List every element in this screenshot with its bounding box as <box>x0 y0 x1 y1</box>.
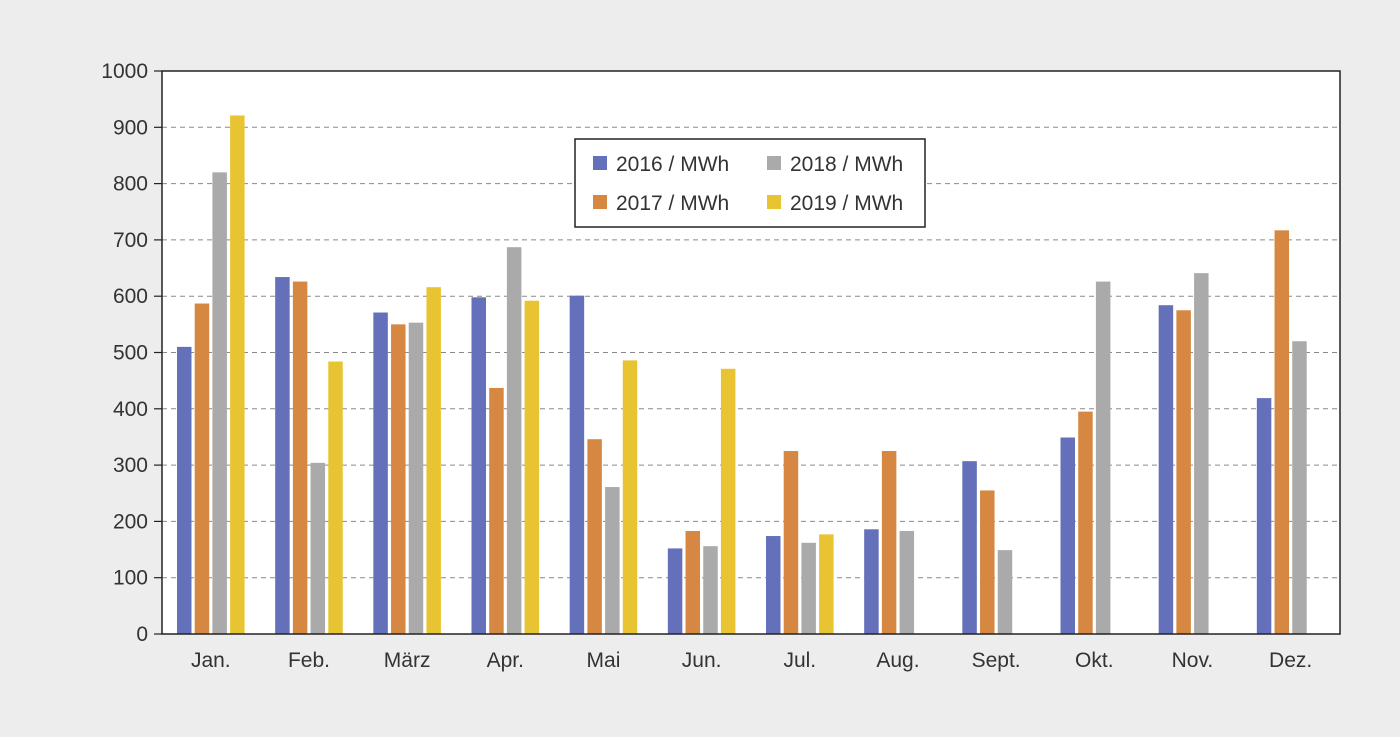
bar <box>899 530 915 634</box>
bar <box>864 529 879 634</box>
bar <box>1060 437 1075 634</box>
bar <box>720 368 736 634</box>
legend-box <box>574 138 926 228</box>
x-tick-label: Jan. <box>191 649 231 672</box>
y-tick-label: 400 <box>113 398 148 421</box>
x-tick-label: Dez. <box>1269 649 1312 672</box>
bar <box>391 324 406 634</box>
bar <box>1256 398 1272 634</box>
y-tick-label: 100 <box>113 567 148 590</box>
bar <box>328 361 343 634</box>
legend-label: 2019 / MWh <box>790 192 903 215</box>
legend-swatch <box>767 156 781 170</box>
y-axis-ticks: 0 100 200 300 400 500 600 700 800 900 1000 <box>101 60 162 646</box>
bar <box>1274 230 1290 635</box>
y-tick-label: 0 <box>136 623 148 646</box>
bar <box>685 530 701 634</box>
bar <box>1292 341 1307 634</box>
x-tick-label: Jun. <box>682 649 722 672</box>
bar <box>408 322 424 634</box>
bar <box>605 487 620 634</box>
bar <box>962 461 977 634</box>
bar <box>194 303 210 634</box>
x-tick-label: Okt. <box>1075 649 1114 672</box>
bar <box>212 172 227 634</box>
bar <box>703 546 718 634</box>
bar <box>177 346 192 634</box>
x-tick-label: Sept. <box>972 649 1021 672</box>
bar <box>1095 281 1111 634</box>
bar <box>373 312 388 634</box>
legend-label: 2016 / MWh <box>616 153 729 176</box>
legend-label: 2017 / MWh <box>616 192 729 215</box>
legend-label: 2018 / MWh <box>790 153 903 176</box>
legend-swatch <box>767 195 781 209</box>
bar <box>524 300 540 634</box>
y-tick-label: 800 <box>113 173 148 196</box>
y-tick-label: 700 <box>113 229 148 252</box>
x-tick-label: Aug. <box>876 649 919 672</box>
bar <box>426 287 441 634</box>
bar <box>587 439 602 634</box>
grid-lines <box>162 126 1340 579</box>
y-tick-label: 1000 <box>101 60 148 83</box>
bar <box>1176 310 1191 634</box>
x-axis-labels: Jan. Feb. März Apr. Mai Jun. Jul. Aug. Sept. Okt.… <box>191 649 1312 672</box>
bars <box>177 115 1307 635</box>
bar <box>801 542 816 634</box>
x-tick-label: Feb. <box>288 649 330 672</box>
x-tick-label: März <box>384 649 431 672</box>
bar <box>1194 273 1209 634</box>
bar <box>997 550 1013 634</box>
bar <box>230 115 245 635</box>
y-tick-label: 900 <box>113 116 148 139</box>
legend: 2016 / MWh 2017 / MWh 2018 / MWh 2019 / MWh <box>574 138 926 228</box>
bar <box>310 462 326 634</box>
x-tick-label: Jul. <box>783 649 816 672</box>
bar <box>1078 411 1093 634</box>
bar <box>292 281 308 634</box>
legend-swatch <box>593 195 607 209</box>
bar <box>819 534 834 634</box>
y-tick-label: 600 <box>113 285 148 308</box>
x-tick-label: Apr. <box>487 649 524 672</box>
x-tick-label: Mai <box>587 649 621 672</box>
y-tick-label: 200 <box>113 510 148 533</box>
bar <box>881 451 897 634</box>
bar <box>622 360 638 634</box>
legend-swatch <box>593 156 607 170</box>
bar <box>569 295 585 634</box>
bar <box>1158 305 1174 634</box>
y-tick-label: 300 <box>113 454 148 477</box>
x-tick-label: Nov. <box>1172 649 1214 672</box>
bar <box>980 490 995 634</box>
bar <box>471 297 486 634</box>
bar <box>506 247 522 634</box>
bar <box>667 548 683 634</box>
bar <box>275 277 290 634</box>
bar <box>766 536 781 634</box>
bar <box>489 387 504 634</box>
bar <box>783 451 799 634</box>
y-tick-label: 500 <box>113 342 148 365</box>
